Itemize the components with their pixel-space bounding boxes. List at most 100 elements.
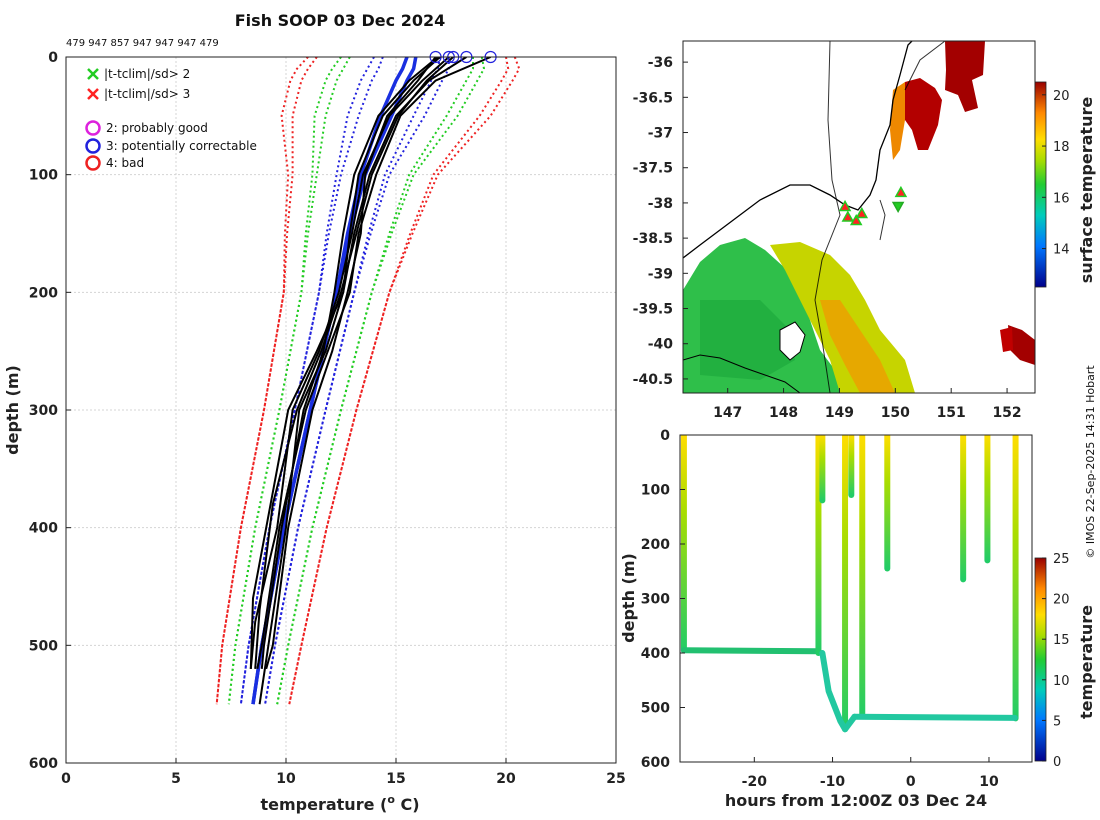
observed-profiles: [249, 57, 491, 705]
isobath-line-2: [904, 41, 946, 91]
section-casts: [680, 435, 1019, 733]
tasmania-coast: [683, 354, 801, 393]
x-tick-label: 0: [61, 771, 71, 787]
sst-map-plot: 147 148 149 150 151 152 -36 -36.5 -37 -37.5 -38 -38…: [633, 40, 1096, 421]
temperature-profile-plot: Fish SOOP 03 Dec 2024 479 947 857 947 94…: [3, 11, 626, 814]
bottom-track-line: [819, 650, 858, 733]
section-x-tick-label: -20: [742, 774, 768, 790]
y-tick-label: 100: [29, 168, 58, 184]
x-tick-label: 10: [276, 771, 296, 787]
legend-label: 2: probably good: [106, 121, 208, 135]
climatology-sd-line: [288, 57, 510, 705]
warm-coastal-edge: [890, 82, 905, 160]
observed-profile-line: [254, 57, 454, 669]
station-marker: [838, 199, 852, 212]
observed-profile-line: [249, 57, 441, 669]
climatology-sd-line: [276, 57, 474, 705]
far-right-warm-patch: [1008, 325, 1035, 365]
station-markers: [838, 185, 908, 226]
section-y-tick-label: 200: [641, 537, 670, 553]
mixed-water-band-2: [820, 300, 895, 393]
climatology-sd-line: [227, 57, 351, 705]
map-x-tick-label: 148: [769, 405, 798, 421]
temp-colorbar-tick-label: 5: [1053, 714, 1061, 729]
section-y-tick-label: 400: [641, 646, 670, 662]
observed-profile-line: [260, 57, 439, 669]
temperature-colorbar: [1034, 557, 1047, 762]
map-x-tick-label: 152: [992, 405, 1021, 421]
sst-colorbar-label: surface temperature: [1077, 97, 1096, 284]
sst-colorbar: [1034, 81, 1047, 288]
map-y-tick-label: -40: [648, 337, 674, 353]
observed-profile-line: [256, 57, 491, 670]
y-tick-label: 600: [29, 756, 58, 772]
temp-colorbar-tick-label: 10: [1053, 674, 1070, 689]
map-y-tick-label: -36.5: [633, 90, 673, 106]
warm-eddy-patch: [945, 41, 985, 112]
isobath-line-3: [879, 199, 886, 241]
map-x-tick-label: 147: [713, 405, 742, 421]
section-y-label: depth (m): [619, 553, 638, 643]
x-tick-label: 25: [606, 771, 625, 787]
section-background: [680, 435, 1032, 762]
sst-colorbar-tick-label: 20: [1053, 89, 1070, 104]
legend-label: 3: potentially correctable: [106, 139, 257, 153]
climatology-sd-line: [264, 57, 441, 705]
temp-colorbar-tick-label: 25: [1053, 552, 1070, 567]
profile-axis-ticks: 0 5 10 15 20 25 0 100 200 300 400 500 600: [29, 50, 626, 787]
section-x-tick-label: 0: [906, 774, 916, 790]
map-x-tick-label: 151: [937, 405, 966, 421]
flinders-island: [779, 321, 806, 361]
map-field: [683, 41, 1035, 393]
chart-subtitle: 479 947 857 947 947 947 479: [66, 38, 219, 49]
temperature-colorbar-label: temperature: [1077, 605, 1096, 719]
x-axis-label: temperature (o C): [260, 793, 419, 814]
station-marker: [894, 185, 908, 198]
x-tick-label: 20: [496, 771, 516, 787]
climatology-sd-line: [227, 57, 342, 705]
station-marker: [891, 201, 905, 213]
section-y-tick-label: 500: [641, 701, 670, 717]
climatology-sd-line: [239, 57, 384, 705]
map-y-tick-label: -39.5: [633, 302, 673, 318]
far-right-warm-patch-2: [1000, 327, 1013, 352]
sst-colorbar-tick-label: 14: [1053, 243, 1070, 258]
temp-colorbar-tick-label: 20: [1053, 593, 1070, 608]
legend-circle-symbol: [85, 155, 101, 171]
section-x-tick-label: 10: [979, 774, 999, 790]
y-tick-label: 500: [29, 638, 58, 654]
copyright-credit: © IMOS 22-Sep-2025 14:31 Hobart: [1084, 365, 1097, 559]
map-y-tick-label: -38.5: [633, 231, 673, 247]
map-x-tick-label: 149: [825, 405, 854, 421]
y-tick-label: 0: [48, 50, 58, 66]
coastline: [683, 41, 913, 259]
map-axis-ticks: 147 148 149 150 151 152 -36 -36.5 -37 -37.5 -38 -38…: [633, 55, 1022, 421]
map-y-tick-label: -37.5: [633, 161, 673, 177]
y-tick-label: 400: [29, 521, 58, 537]
section-y-tick-label: 0: [660, 428, 670, 444]
climatology-sd-line: [276, 57, 486, 705]
bottom-track-line: [851, 713, 1018, 721]
map-x-tick-label: 150: [881, 405, 910, 421]
profile-gridlines: [66, 57, 616, 763]
observed-profile-line: [249, 57, 450, 669]
legend-label: 4: bad: [106, 156, 144, 170]
legend-label: |t-tclim|/sd> 3: [104, 87, 190, 101]
y-axis-label: depth (m): [3, 365, 22, 455]
temp-colorbar-tick-label: 0: [1053, 755, 1061, 770]
y-tick-label: 200: [29, 285, 58, 301]
sst-colorbar-tick-label: 16: [1053, 191, 1070, 206]
temp-colorbar-tick-label: 15: [1053, 633, 1070, 648]
temperature-colorbar-ticks: 0 5 10 15 20 25: [1042, 552, 1070, 770]
section-y-tick-label: 600: [641, 755, 670, 771]
x-tick-label: 5: [171, 771, 181, 787]
legend-x-symbol: [87, 68, 99, 80]
map-y-tick-label: -40.5: [633, 372, 673, 388]
map-y-tick-label: -39: [648, 266, 673, 282]
section-y-tick-label: 100: [641, 483, 670, 499]
legend-label: |t-tclim|/sd> 2: [104, 67, 190, 81]
map-y-tick-label: -36: [648, 55, 673, 71]
